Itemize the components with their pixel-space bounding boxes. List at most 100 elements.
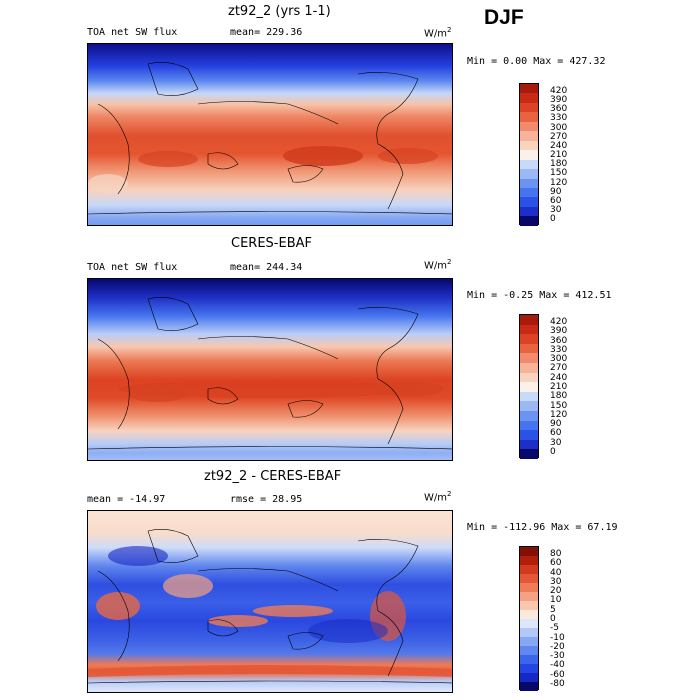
colorbar-tick-label: 120	[550, 177, 568, 188]
panel-3-mean: mean = -14.97	[87, 494, 166, 505]
panel-2-title: CERES-EBAF	[231, 236, 312, 251]
panel-3-map	[87, 510, 453, 693]
colorbar-tick-label: -80	[550, 678, 565, 689]
colorbar-cell	[520, 556, 538, 565]
colorbar-cell	[520, 646, 538, 655]
colorbar-cell	[520, 449, 538, 459]
colorbar-tick-label: 0	[550, 214, 556, 225]
panel-3-units: W/m2	[424, 490, 452, 504]
colorbar-tick-label: 90	[550, 186, 562, 197]
panel-2-units: W/m2	[424, 258, 452, 272]
colorbar-cell	[520, 353, 538, 363]
colorbar-tick-label: 40	[550, 567, 562, 578]
colorbar-cell	[520, 619, 538, 628]
colorbar-tick-label: 10	[550, 595, 562, 606]
colorbar-tick-label: 270	[550, 131, 568, 142]
panel-2-minmax: Min = -0.25 Max = 412.51	[467, 290, 612, 301]
colorbar-cell	[520, 112, 538, 122]
colorbar-cell	[520, 93, 538, 103]
colorbar-tick-label: 60	[550, 428, 562, 439]
colorbar-tick-label: 60	[550, 558, 562, 569]
panel-2-variable-label: TOA net SW flux	[87, 262, 178, 273]
colorbar-tick-label: -20	[550, 641, 565, 652]
colorbar-tick-label: 30	[550, 205, 562, 215]
panel-3-field	[88, 511, 452, 692]
colorbar-tick-label: -60	[550, 669, 565, 680]
panel-1-minmax: Min = 0.00 Max = 427.32	[467, 56, 606, 67]
panel-1-units: W/m2	[424, 26, 452, 40]
colorbar-cell	[520, 334, 538, 344]
colorbar-cell	[520, 401, 538, 411]
colorbar-cell	[520, 324, 538, 335]
colorbar-tick-label: 420	[550, 316, 568, 327]
colorbar-tick-label: -10	[550, 632, 565, 643]
colorbar-tick-label: 0	[550, 613, 556, 624]
colorbar-tick-label: 330	[550, 344, 568, 355]
colorbar-cell	[520, 391, 538, 402]
colorbar-tick-label: 180	[550, 159, 568, 170]
colorbar-tick-label: 240	[550, 372, 568, 383]
panel-1-field	[88, 44, 452, 225]
colorbar-cell	[520, 410, 538, 421]
colorbar-tick-label: 5	[550, 604, 556, 615]
colorbar-cell	[520, 84, 538, 94]
colorbar-cell	[520, 382, 538, 392]
panel-3-minmax: Min = -112.96 Max = 67.19	[467, 522, 618, 533]
colorbar-cell	[520, 216, 538, 226]
panel-1-title: zt92_2 (yrs 1-1)	[228, 4, 331, 19]
colorbar-tick-label: 300	[550, 354, 568, 365]
colorbar-cell	[520, 574, 538, 583]
panel-2-field	[88, 279, 452, 460]
colorbar-cell	[520, 430, 538, 440]
colorbar-cell	[520, 197, 538, 207]
panel-1-colorbar	[519, 83, 539, 226]
colorbar-tick-label: 300	[550, 122, 568, 133]
colorbar-cell	[520, 601, 538, 610]
season-label: DJF	[484, 6, 524, 29]
panel-2-map	[87, 278, 453, 461]
colorbar-cell	[520, 102, 538, 113]
colorbar-tick-label: 30	[550, 437, 562, 448]
colorbar-tick-label: 240	[550, 140, 568, 151]
panel-1-map	[87, 43, 453, 226]
panel-1-mean: mean= 229.36	[230, 27, 303, 38]
colorbar-tick-label: 30	[550, 576, 562, 587]
colorbar-cell	[520, 420, 538, 431]
colorbar-tick-label: -40	[550, 660, 565, 671]
colorbar-tick-label: 150	[550, 400, 568, 411]
colorbar-cell	[520, 140, 538, 151]
colorbar-cell	[520, 187, 538, 198]
colorbar-tick-label: 270	[550, 363, 568, 374]
panel-3-rmse: rmse = 28.95	[230, 494, 303, 505]
panel-1-variable-label: TOA net SW flux	[87, 27, 178, 38]
colorbar-cell	[520, 565, 538, 574]
colorbar-cell	[520, 206, 538, 217]
colorbar-cell	[520, 682, 538, 691]
colorbar-tick-label: 390	[550, 95, 568, 106]
colorbar-tick-label: 210	[550, 381, 568, 392]
colorbar-cell	[520, 637, 538, 646]
colorbar-cell	[520, 583, 538, 592]
colorbar-cell	[520, 610, 538, 619]
colorbar-tick-label: 120	[550, 409, 568, 420]
colorbar-tick-label: 20	[550, 586, 562, 597]
colorbar-tick-label: 80	[550, 548, 562, 559]
colorbar-cell	[520, 178, 538, 188]
colorbar-tick-label: 150	[550, 168, 568, 179]
colorbar-cell	[520, 592, 538, 601]
colorbar-tick-label: 180	[550, 391, 568, 402]
colorbar-cell	[520, 150, 538, 160]
colorbar-tick-label: 390	[550, 326, 568, 337]
colorbar-cell	[520, 131, 538, 141]
colorbar-cell	[520, 655, 538, 664]
colorbar-tick-label: 60	[550, 195, 562, 206]
colorbar-cell	[520, 343, 538, 354]
colorbar-tick-label: 210	[550, 150, 568, 161]
panel-2-colorbar	[519, 314, 539, 459]
colorbar-tick-label: 0	[550, 446, 556, 457]
colorbar-cell	[520, 169, 538, 179]
colorbar-tick-label: 420	[550, 85, 568, 96]
colorbar-cell	[520, 159, 538, 170]
colorbar-tick-label: 90	[550, 419, 562, 430]
panel-2-mean: mean= 244.34	[230, 262, 303, 273]
